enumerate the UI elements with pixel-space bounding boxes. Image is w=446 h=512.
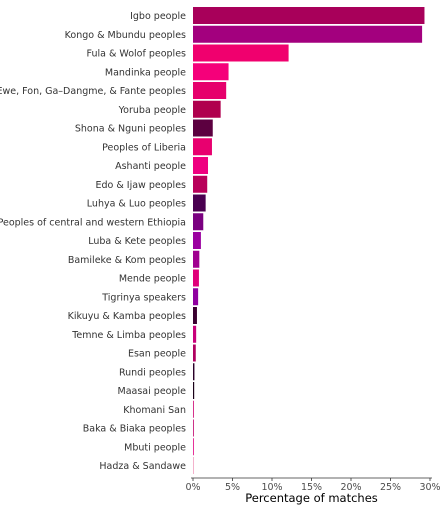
category-label: Esan people <box>128 349 186 360</box>
bar <box>193 82 227 99</box>
category-labels: Igbo people Kongo & Mbundu peoples Fula & … <box>0 11 186 472</box>
category-label: Luba & Kete peoples <box>88 236 186 247</box>
bar <box>193 325 197 343</box>
bar <box>193 269 199 287</box>
category-label: Bamileke & Kom peoples <box>68 255 186 266</box>
x-axis-ticks: 0% 5% 10% 15% 20% 25% 30% <box>185 478 441 493</box>
category-label: Peoples of central and western Ethiopia <box>0 217 186 228</box>
bar <box>193 382 195 399</box>
category-label: Fula & Wolof peoples <box>87 49 187 60</box>
bar <box>193 457 194 474</box>
x-tick-label: 0% <box>185 482 200 493</box>
bar <box>193 363 195 381</box>
x-tick-label: 20% <box>340 482 361 493</box>
category-label: Igbo people <box>130 11 186 22</box>
category-label: Shona & Nguni peoples <box>75 124 186 135</box>
category-label: Maasai people <box>118 386 187 397</box>
bar <box>193 119 213 137</box>
category-label: Mende people <box>119 274 186 285</box>
category-label: Mandinka people <box>105 67 186 78</box>
category-label: Rundi peoples <box>119 367 186 378</box>
category-label: Ashanti people <box>115 161 186 172</box>
bar <box>193 25 423 43</box>
x-tick-label: 10% <box>261 482 282 493</box>
bar <box>193 138 212 156</box>
category-label: Hadza & Sandawe <box>99 461 186 472</box>
category-label: Ewe, Fon, Ga–Dangme, & Fante peoples <box>0 86 186 97</box>
category-label: Tigrinya speakers <box>101 292 186 303</box>
bar <box>193 232 201 249</box>
bar <box>193 250 200 268</box>
category-label: Baka & Biaka peoples <box>83 424 186 435</box>
bar <box>193 100 221 118</box>
category-label: Khomani San <box>123 405 186 416</box>
bar <box>193 288 199 306</box>
bar <box>193 157 209 174</box>
category-label: Temne & Limba peoples <box>71 330 186 341</box>
category-label: Kongo & Mbundu peoples <box>65 30 186 41</box>
bar <box>193 194 206 212</box>
category-label: Kikuyu & Kamba peoples <box>68 311 186 322</box>
x-tick-label: 30% <box>419 482 440 493</box>
bar <box>193 63 229 81</box>
bar <box>193 7 425 24</box>
category-label: Edo & Ijaw peoples <box>96 180 187 191</box>
category-label: Peoples of Liberia <box>102 142 186 153</box>
x-tick-label: 15% <box>301 482 322 493</box>
bar <box>193 44 289 62</box>
x-tick-label: 5% <box>225 482 240 493</box>
bars <box>193 7 425 474</box>
x-axis-title: Percentage of matches <box>245 491 378 505</box>
bar <box>193 344 196 362</box>
bar <box>193 213 204 231</box>
bar <box>193 438 194 456</box>
x-tick-label: 25% <box>380 482 401 493</box>
bar <box>193 175 208 193</box>
category-label: Mbuti people <box>124 442 186 453</box>
bar <box>193 419 194 437</box>
category-label: Yoruba people <box>118 105 187 116</box>
bar <box>193 400 194 418</box>
bar <box>193 307 197 324</box>
category-label: Luhya & Luo peoples <box>87 199 186 210</box>
